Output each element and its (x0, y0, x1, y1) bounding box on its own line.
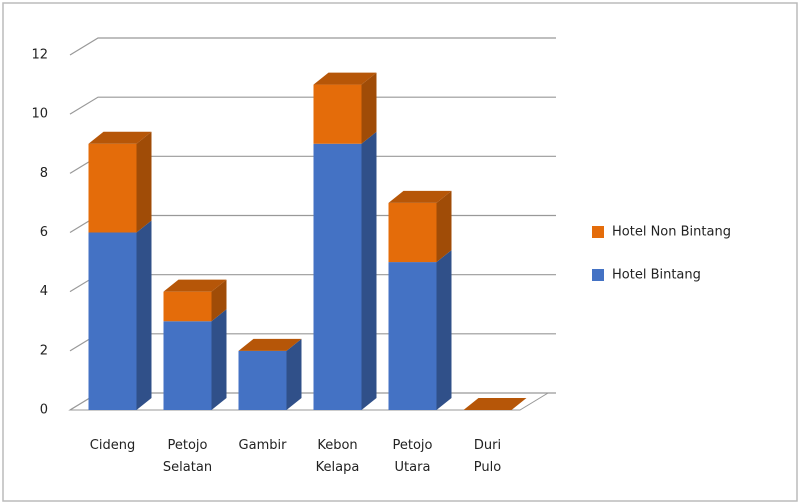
bar (313, 143, 362, 410)
y-tick-label: 8 (40, 166, 48, 181)
bar (388, 262, 437, 410)
bar (88, 143, 137, 233)
legend-label: Hotel Non Bintang (612, 225, 731, 240)
bar-top (388, 190, 452, 203)
bar-side (211, 279, 227, 322)
bar (163, 291, 212, 322)
bar-side (361, 72, 377, 144)
legend-label: Hotel Bintang (612, 268, 701, 283)
legend-swatch (592, 269, 604, 281)
bar-side (136, 131, 152, 233)
bar-side (436, 190, 452, 263)
bar (88, 232, 137, 410)
bar-side (211, 309, 227, 410)
bar (238, 350, 287, 410)
y-tick-label: 6 (40, 225, 48, 240)
legend-swatch (592, 226, 604, 238)
grid-line (69, 96, 556, 115)
x-tick-label: Gambir (239, 438, 288, 453)
x-tick-label: Cideng (90, 438, 135, 453)
bar (313, 84, 362, 144)
bar-side (286, 338, 302, 410)
bar-top (88, 131, 152, 144)
bar-side (361, 131, 377, 410)
y-tick-label: 10 (31, 107, 48, 122)
bar-side (436, 250, 452, 410)
x-tick-label: Duri Pulo (474, 438, 501, 475)
bar-top (163, 279, 227, 292)
bar (388, 202, 437, 263)
bar-top (463, 398, 527, 410)
bar-side (136, 220, 152, 410)
y-tick-label: 4 (40, 284, 48, 299)
y-tick-label: 12 (31, 48, 48, 63)
y-tick-label: 0 (40, 403, 48, 418)
bar-top (313, 72, 377, 85)
x-tick-label: Kebon Kelapa (316, 438, 360, 475)
y-tick-label: 2 (40, 343, 48, 358)
grid-line (69, 37, 556, 56)
bar (163, 321, 212, 410)
x-tick-label: Petojo Selatan (163, 438, 212, 475)
bar-top (238, 338, 302, 351)
x-tick-label: Petojo Utara (393, 438, 433, 475)
